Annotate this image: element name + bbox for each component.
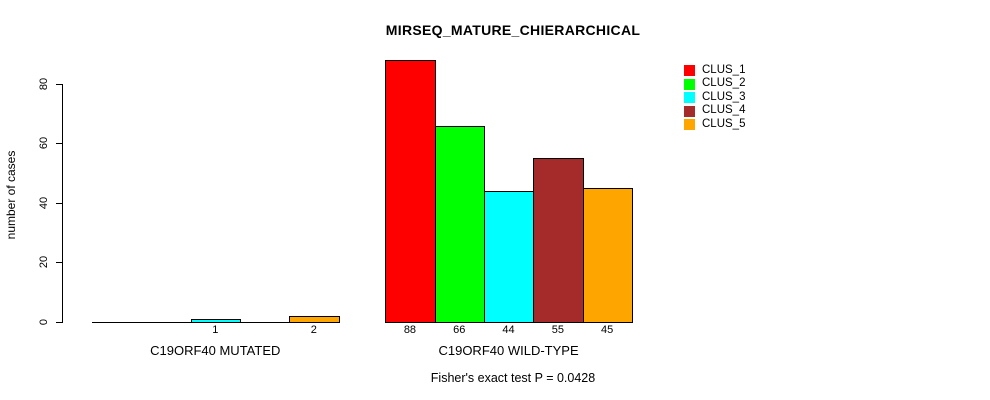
- bar-value-label: 88: [403, 324, 417, 336]
- bar-value-label: 55: [551, 324, 564, 336]
- legend-swatch: [684, 105, 695, 117]
- bar-value-label: 1: [212, 324, 219, 336]
- y-tick-label: 40: [38, 196, 50, 210]
- bar-clus_1-group2: [385, 60, 436, 323]
- y-axis-title: number of cases: [4, 150, 18, 240]
- legend-swatch: [684, 119, 695, 131]
- group-label: C19ORF40 WILD-TYPE: [438, 343, 579, 358]
- y-tick-mark: [56, 322, 63, 323]
- group-label: C19ORF40 MUTATED: [150, 343, 281, 358]
- bar-clus_4-group2: [533, 158, 584, 323]
- legend-swatch: [684, 92, 695, 104]
- footnote-text: Fisher's exact test P = 0.0428: [430, 371, 596, 385]
- legend-label: CLUS_2: [702, 77, 746, 90]
- bar-clus_5-group2: [583, 188, 633, 323]
- legend-label: CLUS_4: [702, 104, 746, 117]
- y-tick-mark: [56, 143, 63, 145]
- chart-title: MIRSEQ_MATURE_CHIERARCHICAL: [385, 22, 641, 38]
- legend-swatch: [684, 78, 695, 90]
- bar-value-label: 2: [310, 324, 317, 336]
- legend-label: CLUS_1: [702, 63, 746, 76]
- bar-clus_5-group1: [289, 316, 340, 323]
- bar-value-label: 44: [502, 324, 515, 336]
- y-tick-label: 80: [38, 77, 50, 90]
- y-tick-mark: [56, 202, 63, 204]
- y-tick-label: 0: [38, 318, 50, 326]
- y-tick-mark: [56, 83, 63, 85]
- bar-value-label: 66: [453, 324, 466, 336]
- bar-clus_3-group1: [191, 319, 241, 323]
- bar-clus_3-group2: [484, 191, 534, 323]
- y-tick-label: 20: [38, 256, 50, 269]
- y-tick-mark: [56, 262, 63, 264]
- legend-label: CLUS_5: [702, 117, 746, 130]
- y-tick-label: 60: [38, 137, 50, 150]
- legend-label: CLUS_3: [702, 90, 746, 103]
- bar-value-label: 45: [601, 324, 614, 336]
- legend-swatch: [684, 65, 695, 76]
- bar-clus_2-group2: [435, 126, 485, 323]
